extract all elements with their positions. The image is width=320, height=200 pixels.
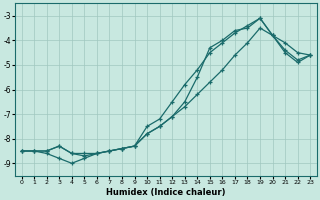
X-axis label: Humidex (Indice chaleur): Humidex (Indice chaleur) xyxy=(106,188,226,197)
